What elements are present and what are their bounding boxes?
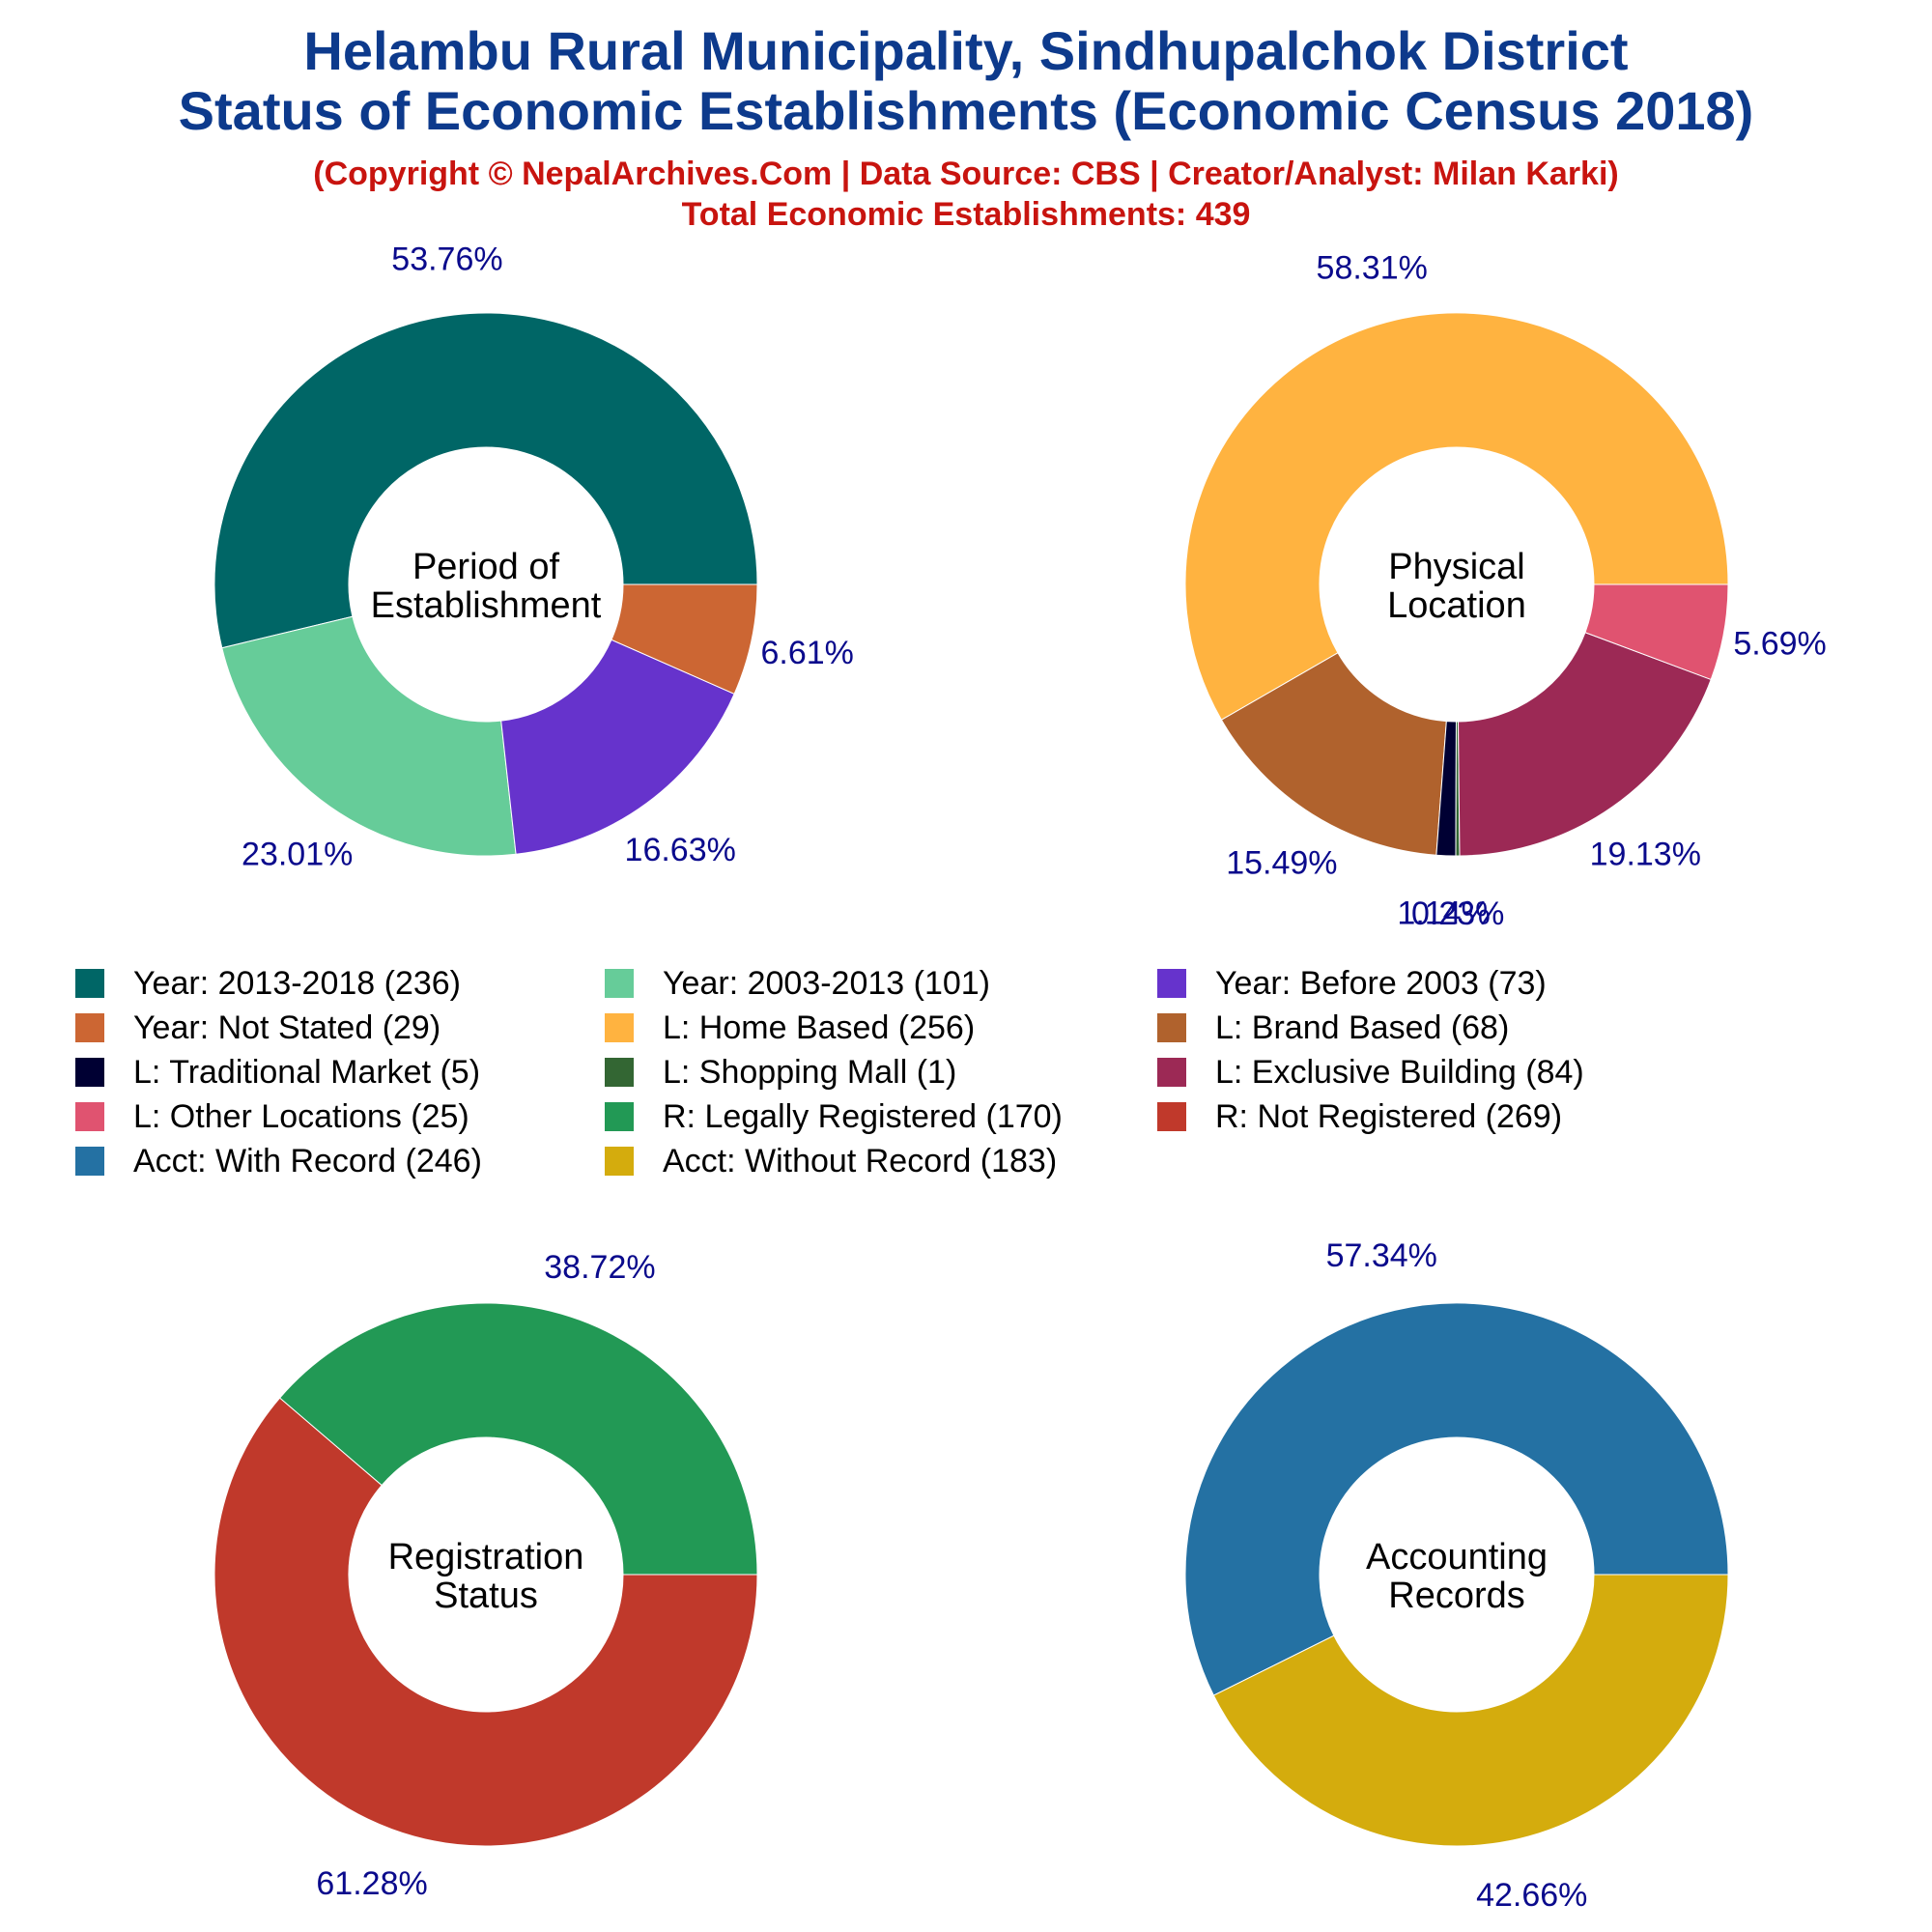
legend-swatch [605, 1147, 634, 1176]
percent-label: 0.23% [1411, 895, 1504, 932]
slice-l-exclusive-building [1458, 632, 1712, 857]
legend-label: R: Not Registered (269) [1215, 1097, 1563, 1135]
legend-item: R: Not Registered (269) [1157, 1095, 1562, 1138]
legend-swatch [75, 1147, 104, 1176]
slice-l-other-locations [1584, 583, 1729, 681]
percent-label: 61.28% [316, 1865, 427, 1902]
legend-label: Year: Before 2003 (73) [1215, 964, 1547, 1002]
donut-center-label: Physical [1388, 547, 1525, 587]
legend-item: L: Exclusive Building (84) [1157, 1051, 1584, 1094]
legend-swatch [605, 1102, 634, 1131]
chart-title-line1: Helambu Rural Municipality, Sindhupalcho… [303, 20, 1629, 81]
legend-item: L: Home Based (256) [605, 1007, 975, 1049]
total-establishments: Total Economic Establishments: 439 [681, 196, 1251, 233]
slice-acct-without-record [1212, 1574, 1729, 1847]
legend-swatch [605, 1013, 634, 1042]
slice-year-before-2003 [500, 639, 735, 855]
legend-label: L: Shopping Mall (1) [663, 1053, 957, 1091]
legend-item: R: Legally Registered (170) [605, 1095, 1063, 1138]
legend-item: Year: Not Stated (29) [75, 1007, 440, 1049]
donut-center-label: Accounting [1366, 1537, 1548, 1577]
legend-item: L: Shopping Mall (1) [605, 1051, 956, 1094]
percent-label: 23.01% [242, 836, 353, 872]
legend-swatch [605, 1058, 634, 1087]
legend-label: Acct: With Record (246) [133, 1142, 482, 1179]
legend-swatch [1157, 1058, 1186, 1087]
chart-title-line2: Status of Economic Establishments (Econo… [178, 80, 1754, 141]
slice-l-brand-based [1220, 652, 1447, 856]
donut-chart-1: 53.76% 23.01% 16.63% 6.61% Period ofEstablis… [213, 241, 854, 872]
donut-center-label: Records [1388, 1576, 1525, 1616]
percent-label: 16.63% [625, 832, 736, 868]
slice-year-2013-2018 [213, 312, 758, 649]
percent-label: 42.66% [1476, 1877, 1587, 1914]
slice-year-not-stated [611, 583, 758, 695]
legend-label: Acct: Without Record (183) [663, 1142, 1058, 1179]
donut-center-label: Period of [412, 547, 560, 587]
donut-center-label: Registration [388, 1537, 584, 1577]
percent-label: 58.31% [1317, 250, 1428, 287]
donut-center-label: Location [1387, 585, 1526, 626]
legend-swatch [605, 969, 634, 998]
slice-r-not-registered [213, 1397, 758, 1847]
percent-label: 1.14% [1397, 895, 1490, 932]
legend-swatch [75, 1102, 104, 1131]
percent-label: 5.69% [1733, 626, 1826, 663]
percent-label: 57.34% [1326, 1237, 1437, 1274]
percent-label: 19.13% [1590, 836, 1701, 872]
legend-label: R: Legally Registered (170) [663, 1097, 1063, 1135]
legend-item: L: Traditional Market (5) [75, 1051, 480, 1094]
legend-swatch [75, 969, 104, 998]
legend-label: L: Home Based (256) [663, 1009, 976, 1046]
percent-label: 53.76% [391, 241, 502, 277]
legend-swatch [1157, 1102, 1186, 1131]
slice-r-legally-registered [278, 1302, 758, 1576]
legend-label: Year: 2013-2018 (236) [133, 964, 462, 1002]
copyright-line: (Copyright © NepalArchives.Com | Data So… [313, 156, 1619, 192]
donut-center-label: Status [434, 1576, 538, 1616]
slice-acct-with-record [1184, 1302, 1729, 1696]
legend-swatch [75, 1058, 104, 1087]
slice-l-home-based [1184, 312, 1729, 721]
legend-label: L: Brand Based (68) [1215, 1009, 1510, 1046]
legend-label: L: Exclusive Building (84) [1215, 1053, 1584, 1091]
legend-label: L: Traditional Market (5) [133, 1053, 481, 1091]
legend-swatch [1157, 1013, 1186, 1042]
legend-item: Year: 2013-2018 (236) [75, 962, 461, 1005]
legend-item: Year: 2003-2013 (101) [605, 962, 990, 1005]
legend-swatch [75, 1013, 104, 1042]
slice-year-2003-2013 [221, 615, 517, 857]
legend-swatch [1157, 969, 1186, 998]
percent-label: 6.61% [761, 635, 854, 671]
legend-item: L: Brand Based (68) [1157, 1007, 1509, 1049]
legend-item: Acct: Without Record (183) [605, 1140, 1057, 1182]
legend-label: Year: Not Stated (29) [133, 1009, 441, 1046]
legend-label: L: Other Locations (25) [133, 1097, 469, 1135]
donut-center-label: Establishment [371, 585, 602, 626]
legend-label: Year: 2003-2013 (101) [663, 964, 991, 1002]
donut-chart-2: 58.31% 15.49% 1.14%0.23% 19.13% 5.69% Physica… [1184, 250, 1827, 932]
legend-item: Year: Before 2003 (73) [1157, 962, 1547, 1005]
percent-label: 38.72% [544, 1249, 655, 1286]
legend-item: L: Other Locations (25) [75, 1095, 469, 1138]
percent-label: 15.49% [1226, 845, 1337, 882]
legend-item: Acct: With Record (246) [75, 1140, 482, 1182]
